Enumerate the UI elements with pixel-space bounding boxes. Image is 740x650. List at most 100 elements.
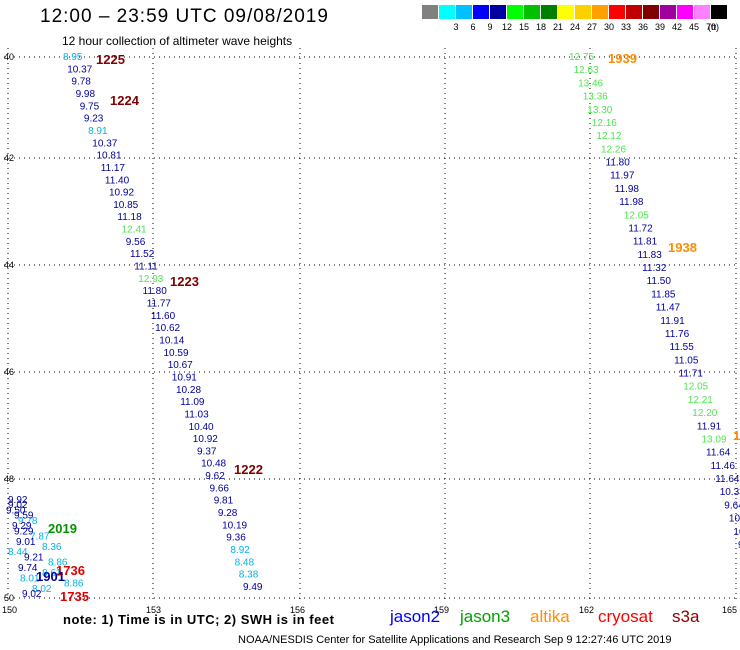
- wave-height-value: 10.37: [92, 138, 117, 149]
- color-scale-swatch: [558, 5, 575, 19]
- lon-tick-label: 153: [146, 605, 161, 615]
- wave-height-value: 10: [733, 527, 740, 538]
- wave-height-value: 10.59: [164, 348, 189, 359]
- wave-height-value: 12.05: [683, 382, 708, 393]
- pass-time-label: 1735: [60, 589, 89, 604]
- wave-height-value: 9.29: [12, 521, 32, 532]
- pass-time-label: 1901: [36, 569, 65, 584]
- wave-height-value: 9.23: [84, 114, 104, 125]
- color-scale-label: 30: [603, 22, 614, 32]
- color-scale-label: 18: [535, 22, 546, 32]
- wave-height-value: 10.92: [193, 434, 218, 445]
- color-scale-label: 9: [487, 22, 493, 32]
- wave-height-value: 11.47: [656, 303, 681, 314]
- pass-time-label: 1223: [170, 274, 199, 289]
- wave-height-value: 8.44: [8, 547, 28, 558]
- color-scale-unit: (ft): [708, 22, 719, 32]
- color-scale-swatch: [575, 5, 592, 19]
- pass-time-label: 1224: [110, 93, 140, 108]
- wave-height-value: 8.95: [63, 52, 83, 63]
- wave-height-value: 11.03: [184, 409, 209, 420]
- wave-height-value: 11.64: [715, 474, 740, 485]
- wave-height-value: 8.91: [88, 126, 108, 137]
- color-scale-swatch: [422, 5, 439, 19]
- wave-height-value: 10.85: [113, 200, 138, 211]
- wave-height-value: 12.21: [688, 395, 713, 406]
- wave-height-value: 8.86: [64, 579, 84, 590]
- wave-height-value: 10.28: [176, 385, 201, 396]
- color-scale-label: 3: [453, 22, 459, 32]
- wave-height-value: 9.78: [71, 77, 91, 88]
- wave-height-value: 9.74: [18, 563, 38, 574]
- pass-time-label: 1736: [56, 563, 85, 578]
- wave-height-value: 11.11: [134, 262, 158, 273]
- pass-time-label: 2019: [48, 521, 77, 536]
- wave-height-value: 9.81: [214, 496, 234, 507]
- wave-height-value: 8.36: [42, 542, 62, 553]
- legend-s3a: s3a: [672, 607, 700, 626]
- color-scale-swatch: [439, 5, 456, 19]
- wave-height-value: 9.98: [76, 89, 96, 100]
- lat-tick-label: 44: [4, 260, 14, 270]
- wave-height-value: 12.12: [596, 131, 621, 142]
- wave-height-value: 11.46: [711, 461, 736, 472]
- footer-note: note: 1) Time is in UTC; 2) SWH is in fe…: [63, 612, 335, 627]
- wave-height-value: 8.01: [20, 573, 40, 584]
- wave-height-value: 10.67: [168, 360, 193, 371]
- wave-height-value: 10.92: [109, 188, 134, 199]
- wave-height-value: 9: [738, 540, 740, 551]
- lon-tick-label: 162: [579, 605, 594, 615]
- wave-height-value: 10.40: [189, 422, 214, 433]
- color-scale-swatch: [626, 5, 643, 19]
- lat-tick-label: 50: [4, 593, 14, 603]
- wave-height-value: 9.92: [8, 495, 28, 506]
- wave-height-value: 10.91: [172, 373, 197, 384]
- wave-height-value: 10.19: [222, 520, 247, 531]
- wave-height-value: 11.91: [660, 316, 685, 327]
- wave-height-value: 11.09: [180, 397, 205, 408]
- wave-height-value: 8.48: [235, 557, 255, 568]
- color-scale-swatch: [660, 5, 677, 19]
- wave-height-value: 12.26: [601, 144, 626, 155]
- lat-tick-label: 46: [4, 367, 14, 377]
- color-scale-label: 15: [518, 22, 529, 32]
- color-scale-swatch: [643, 5, 660, 19]
- page-title: 12:00 – 23:59 UTC 09/08/2019: [40, 6, 329, 27]
- wave-height-value: 9.28: [218, 508, 238, 519]
- wave-height-value: 11.80: [143, 286, 168, 297]
- wave-height-value: 11.77: [147, 299, 172, 310]
- wave-height-value: 9.01: [16, 537, 36, 548]
- legend-jason3: jason3: [460, 607, 511, 626]
- color-scale-swatch: [456, 5, 473, 19]
- wave-height-value: 13.09: [702, 435, 727, 446]
- lon-tick-label: 159: [434, 605, 449, 615]
- wave-height-value: 7.87: [30, 532, 50, 543]
- wave-height-value: 11.76: [665, 329, 690, 340]
- wave-height-value: 10.48: [201, 459, 226, 470]
- wave-height-value: 9.66: [210, 483, 230, 494]
- wave-height-value: 9.49: [243, 582, 263, 593]
- color-scale-swatch: [609, 5, 626, 19]
- wave-height-value: 11.17: [101, 163, 126, 174]
- wave-height-value: 12.63: [574, 65, 599, 76]
- wave-height-value: 11.40: [105, 175, 130, 186]
- wave-height-value: 9.62: [205, 471, 225, 482]
- credit-line: NOAA/NESDIS Center for Satellite Applica…: [238, 634, 672, 646]
- pass-time-label: 1939: [608, 51, 637, 66]
- wave-height-value: 9.56: [126, 237, 146, 248]
- color-scale-swatch: [473, 5, 490, 19]
- wave-height-value: 11.55: [670, 342, 695, 353]
- color-scale-label: 36: [637, 22, 648, 32]
- wave-height-value: 8.92: [230, 545, 250, 556]
- wave-height-value: 12.05: [624, 210, 649, 221]
- wave-height-value: 9.21: [24, 552, 44, 563]
- color-scale-label: 21: [552, 22, 563, 32]
- color-scale-swatch: [507, 5, 524, 19]
- pass-time-label: 1938: [668, 240, 697, 255]
- wave-height-value: 9.50: [6, 505, 26, 516]
- wave-height-value: 9.02: [8, 500, 28, 511]
- color-scale-label: 33: [620, 22, 631, 32]
- wave-height-value: 11.64: [706, 448, 731, 459]
- legend-altika: altika: [530, 607, 570, 626]
- wave-height-value: 11.98: [619, 197, 644, 208]
